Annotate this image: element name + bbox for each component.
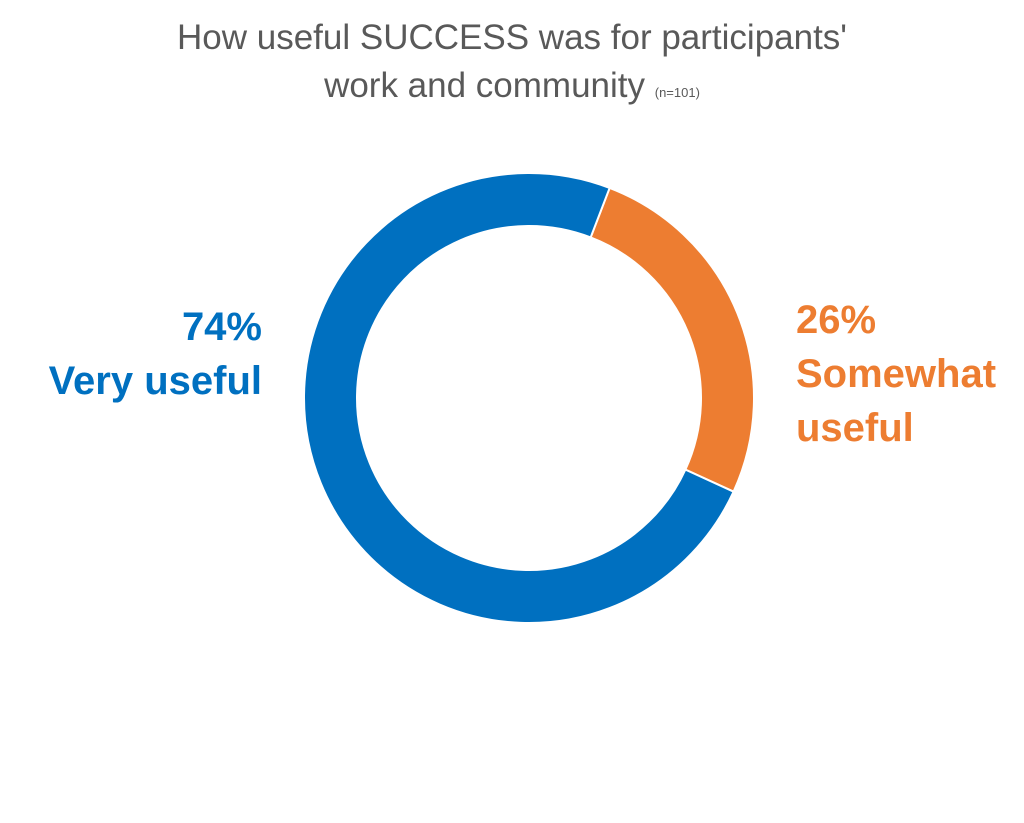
donut-slice-very-useful <box>303 172 735 624</box>
chart-title-line-2: work and community (n=101) <box>0 62 1024 117</box>
slice-label-very-useful-text: Very useful <box>48 359 262 403</box>
chart-title: How useful SUCCESS was for participants'… <box>0 14 1024 117</box>
donut-slices <box>303 172 755 624</box>
slice-label-somewhat-useful-text-2: useful <box>796 406 914 450</box>
chart-title-line-2-text: work and community <box>324 66 646 105</box>
donut-slice-somewhat-useful <box>589 186 755 493</box>
slice-label-somewhat-useful-text-1: Somewhat <box>796 352 997 396</box>
slice-label-very-useful: 74% Very useful <box>49 300 262 408</box>
slice-label-somewhat-useful: 26% Somewhat useful <box>796 293 996 455</box>
slice-label-somewhat-useful-percent: 26% <box>796 298 877 342</box>
sample-size-note: (n=101) <box>654 85 700 100</box>
chart-title-line-1: How useful SUCCESS was for participants' <box>177 18 847 57</box>
slice-label-very-useful-percent: 74% <box>181 305 262 349</box>
